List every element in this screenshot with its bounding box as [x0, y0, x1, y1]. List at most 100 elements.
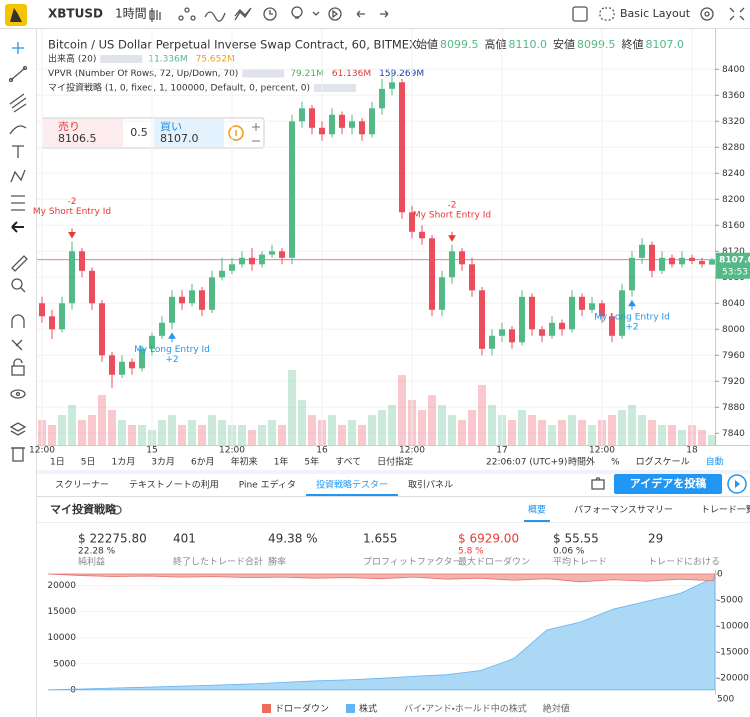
drawing-tools[interactable] — [8, 42, 28, 462]
snapshot-icon[interactable] — [591, 477, 605, 490]
countdown: 53:53 — [722, 267, 748, 277]
order-quantity[interactable]: 0.5 — [130, 126, 148, 139]
candle-body — [419, 231, 425, 239]
y-tick-label: 8120 — [722, 247, 745, 257]
candle-body — [269, 251, 275, 255]
volume-bar — [108, 410, 116, 445]
volume-bar — [608, 415, 616, 445]
panel-tab[interactable]: スクリーナー — [55, 480, 109, 491]
range-button[interactable]: すべて — [335, 457, 361, 468]
volume-bar — [618, 410, 626, 445]
left-toolbar — [0, 29, 36, 717]
volume-bar — [438, 405, 446, 445]
y-tick-label: 8040 — [722, 299, 745, 309]
symbol[interactable]: XBTUSD — [48, 7, 103, 21]
area-fill — [47, 573, 716, 691]
range-button[interactable]: 6か月 — [191, 457, 215, 468]
panel-controls[interactable] — [252, 123, 260, 142]
scale-option[interactable]: % — [611, 458, 620, 468]
scale-option[interactable]: 時間外 — [568, 456, 595, 468]
x-tick-label: 18 — [686, 446, 698, 456]
legend-option[interactable]: バイ・アンド・ホールド中の株式 — [404, 703, 527, 715]
buy-price[interactable]: 8107.0 — [160, 132, 199, 145]
top-toolbar — [0, 0, 750, 28]
indicator-controls[interactable] — [100, 55, 143, 63]
legend-option[interactable]: 絶対値 — [543, 703, 570, 715]
indicator-controls[interactable] — [313, 84, 356, 92]
scale-option[interactable]: 自動 — [706, 456, 724, 468]
range-button[interactable]: 1年 — [274, 456, 289, 468]
post-idea-label[interactable]: アイデアを投稿 — [630, 476, 706, 490]
settings-icon[interactable] — [112, 505, 122, 515]
strategy-tab[interactable]: パフォーマンスサマリー — [574, 505, 673, 516]
volume-bar — [518, 410, 526, 445]
post-idea-button[interactable] — [614, 474, 722, 494]
panel-tab[interactable]: Pine エディタ — [239, 479, 296, 491]
strategy-tab[interactable]: トレード一覧 — [701, 504, 750, 516]
candle-body — [339, 114, 345, 128]
candle-body — [179, 296, 185, 304]
sell-price[interactable]: 8106.5 — [58, 132, 97, 145]
info-icon[interactable] — [228, 125, 244, 141]
active-tab-underline — [524, 520, 551, 522]
candle-body — [79, 251, 85, 271]
candle-body — [499, 329, 505, 336]
range-button[interactable]: 1カ月 — [111, 457, 135, 468]
volume-bar — [708, 435, 716, 445]
panel-tab[interactable]: 投資戦略テスター — [316, 479, 388, 491]
candle-body — [509, 329, 515, 343]
entry-arrow — [448, 231, 456, 242]
y-tick-label: 7960 — [722, 351, 745, 361]
candle-body — [69, 251, 75, 304]
volume-bar — [268, 420, 276, 445]
volume-bar — [428, 395, 436, 445]
volume-bar — [488, 405, 496, 445]
indicator-value: 159.269M — [379, 69, 424, 79]
range-button[interactable]: 5日 — [81, 457, 96, 468]
y-tick-label: 8280 — [722, 143, 745, 153]
volume-bar — [678, 430, 686, 445]
buy-label[interactable]: 買い — [160, 120, 182, 133]
range-button[interactable]: 年初来 — [231, 456, 258, 468]
stat-value: 1.655 — [363, 532, 397, 546]
ohlc-value: 8110.0 — [509, 38, 548, 51]
stat-label: 終了したトレード合計 — [173, 556, 263, 568]
play-button[interactable] — [727, 474, 747, 494]
ohlc-value: 8107.0 — [646, 38, 685, 51]
range-button[interactable]: 1日 — [50, 457, 65, 468]
panel-tab[interactable]: 取引パネル — [408, 480, 453, 491]
toolbar-icons[interactable] — [149, 6, 745, 22]
candle-body — [459, 251, 465, 265]
strategy-name: マイ投資戦略 — [50, 502, 117, 516]
y-tick-label: 7840 — [722, 429, 745, 439]
ohlc-label: 高値 — [485, 37, 507, 51]
interval[interactable]: 1時間 — [115, 7, 147, 21]
buy-button[interactable] — [154, 119, 224, 147]
layout-name[interactable]: Basic Layout — [620, 7, 691, 20]
volume-bar — [118, 420, 126, 445]
candle-body — [649, 244, 655, 271]
panel-tab[interactable]: テキストノートの利用 — [129, 479, 219, 491]
y2-tick-label: -20000 — [717, 673, 749, 683]
indicator-value: 75.652M — [196, 55, 235, 65]
indicator-name: 出来高 (20) — [48, 53, 96, 65]
candle-body — [229, 264, 235, 271]
strategy-tab[interactable]: 概要 — [528, 504, 546, 516]
stat-value: 49.38 % — [268, 532, 318, 546]
range-button[interactable]: 5年 — [304, 456, 319, 468]
candle-body — [399, 82, 405, 213]
volume-bar — [478, 385, 486, 445]
scale-option[interactable]: ログスケール — [636, 456, 690, 468]
range-button[interactable]: 3カ月 — [151, 457, 175, 468]
ohlc-value: 8099.5 — [577, 38, 616, 51]
indicator-controls[interactable] — [242, 69, 285, 78]
legend-swatch — [346, 704, 356, 713]
candle-body — [59, 303, 65, 330]
candle-body — [539, 329, 545, 336]
sell-button[interactable] — [43, 119, 123, 147]
sell-label[interactable]: 売り — [58, 120, 80, 133]
range-button[interactable]: 日付指定 — [377, 456, 413, 468]
y-tick-label: 7920 — [722, 377, 745, 387]
entry-arrow — [168, 332, 176, 343]
volume-bar — [248, 430, 256, 445]
